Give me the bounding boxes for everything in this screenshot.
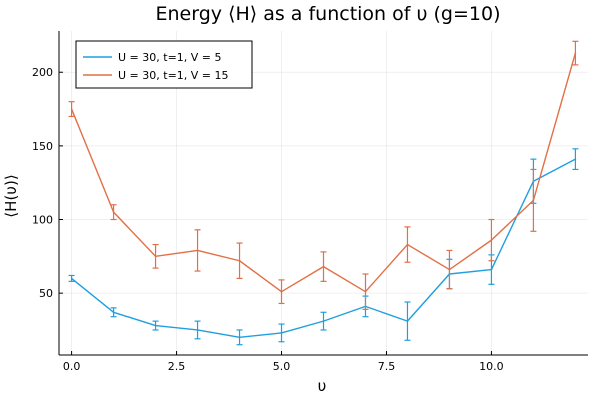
data-point [322,265,325,268]
data-point [364,290,367,293]
data-point [322,320,325,322]
x-tick-label: 7.5 [378,360,396,373]
y-tick-label: 100 [32,214,53,227]
data-point [238,259,241,262]
y-axis-label: ⟨H(υ)⟩ [2,174,20,217]
data-point [280,332,283,334]
legend-entry-1: U = 30, t=1, V = 5 [118,51,222,64]
y-tick-label: 150 [32,140,53,153]
y-tick-label: 50 [39,287,53,300]
data-point [448,268,451,271]
legend: U = 30, t=1, V = 5 U = 30, t=1, V = 15 [75,40,253,89]
series-1 [68,148,579,346]
data-point [70,108,73,110]
legend-entry-2: U = 30, t=1, V = 15 [118,69,229,82]
data-point [238,336,241,339]
legend-box [75,40,253,89]
data-point [112,311,115,314]
ticks: 0.0 2.5 5.0 7.5 10.0 50 100 150 200 [32,66,504,373]
x-axis-label: υ [318,377,327,395]
data-point [154,324,157,327]
data-point [574,52,577,54]
data-point [112,211,115,213]
data-point [532,199,535,202]
data-point [280,290,283,293]
series-layer [68,40,579,346]
axes [58,31,588,356]
series-2 [68,40,579,310]
data-point [490,268,493,271]
x-tick-label: 0.0 [63,360,81,373]
data-point [154,255,157,258]
data-point [406,320,409,322]
data-point [490,239,493,241]
x-tick-label: 10.0 [479,360,504,373]
data-point [196,329,199,331]
data-point [406,243,409,246]
data-point [574,158,577,160]
chart-title: Energy ⟨H⟩ as a function of υ (g=10) [156,3,501,25]
x-tick-label: 5.0 [273,360,291,373]
data-point [196,249,199,252]
x-tick-label: 2.5 [168,360,186,373]
data-point [70,277,73,280]
y-tick-label: 200 [32,66,53,79]
